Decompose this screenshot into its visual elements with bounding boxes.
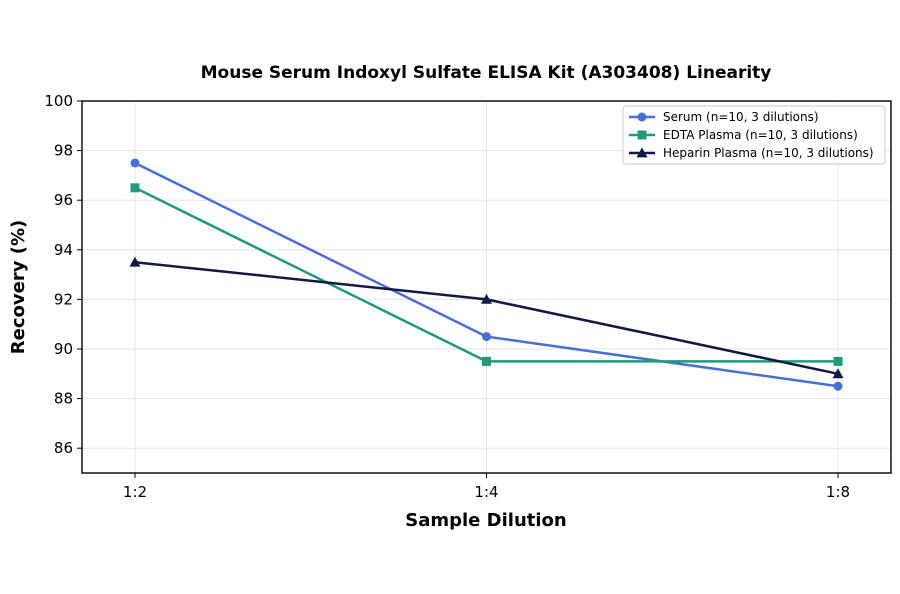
legend-label: Serum (n=10, 3 dilutions): [663, 110, 819, 124]
legend-marker: [637, 112, 647, 122]
y-tick-label: 96: [54, 191, 73, 209]
legend-box: [622, 105, 886, 165]
x-tick-label: 1:4: [474, 483, 498, 501]
y-tick-label: 88: [54, 390, 73, 408]
legend-marker: [637, 130, 647, 140]
y-tick-label: 86: [54, 439, 73, 457]
data-point: [482, 356, 491, 366]
x-tick-label: 1:2: [123, 483, 147, 501]
legend-item: EDTA Plasma (n=10, 3 dilutions): [629, 128, 858, 142]
series-layer: [129, 158, 844, 391]
y-tick-label: 100: [44, 92, 73, 110]
data-point: [481, 293, 492, 304]
data-point: [832, 368, 844, 379]
y-tick-label: 94: [54, 241, 73, 259]
legend-marker: [636, 147, 648, 158]
series-3: [129, 256, 844, 379]
y-tick-label: 90: [54, 340, 73, 358]
series-1: [130, 158, 843, 391]
x-tick-label: 1:8: [826, 483, 850, 501]
series-2: [130, 183, 843, 366]
data-point: [130, 183, 140, 193]
data-point: [833, 381, 843, 391]
legend: Serum (n=10, 3 dilutions) EDTA Plasma (n=…: [622, 105, 886, 165]
legend-label: EDTA Plasma (n=10, 3 dilutions): [663, 128, 858, 142]
data-point: [130, 158, 140, 168]
chart-title: Mouse Serum Indoxyl Sulfate ELISA Kit (A…: [201, 63, 772, 83]
legend-item: Serum (n=10, 3 dilutions): [629, 110, 819, 124]
data-point: [833, 356, 843, 366]
x-axis-label: Sample Dilution: [405, 510, 566, 531]
legend-label: Heparin Plasma (n=10, 3 dilutions): [663, 146, 874, 160]
ticks: 86 88 90 92 94 96 98 100 1:2 1:4 1:8: [44, 92, 850, 501]
y-axis-label: Recovery (%): [8, 220, 29, 354]
data-point: [482, 332, 491, 342]
data-point: [129, 256, 141, 267]
y-tick-label: 92: [54, 290, 73, 308]
legend-item: Heparin Plasma (n=10, 3 dilutions): [629, 146, 874, 160]
y-tick-label: 98: [54, 142, 73, 160]
